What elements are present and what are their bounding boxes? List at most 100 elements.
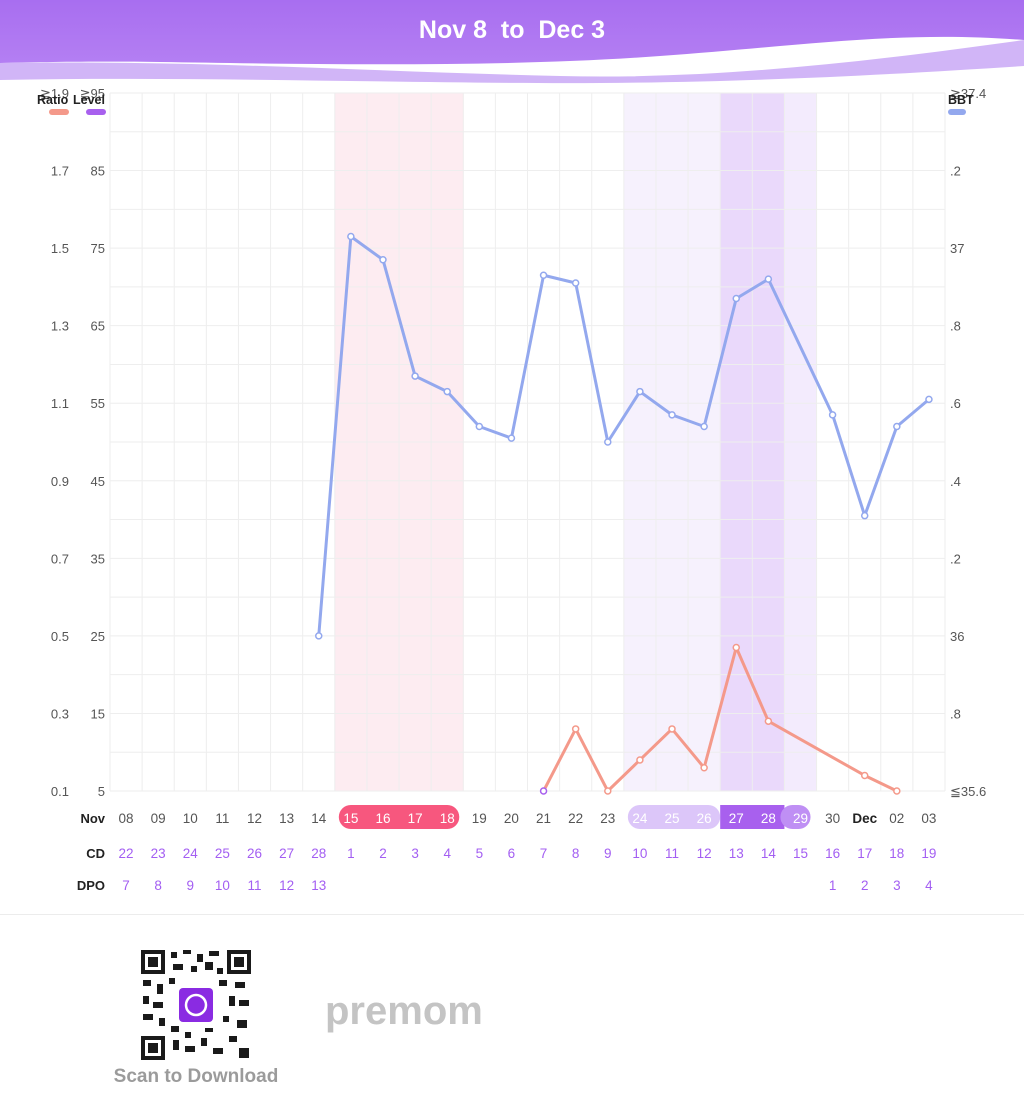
bbt-point[interactable] [443,387,451,396]
ratio-tick-label: 0.9 [51,474,69,489]
date-label: 13 [279,811,294,826]
peak-pill [720,805,785,829]
bbt-point[interactable] [604,438,612,446]
date-label: 12 [247,811,262,826]
date-label: 18 [440,811,455,826]
bbt-tick-label: ≦35.6 [950,784,986,799]
level-tick-label: 15 [91,706,105,721]
ratio-tick-label: 1.7 [51,164,69,179]
ratio-tick-label: 0.5 [51,629,69,644]
bbt-point[interactable] [893,422,901,431]
premom-logo: premom [325,989,483,1033]
dpo-label: 1 [829,878,837,893]
date-label: 08 [119,811,134,826]
ratio-tick-label: 1.3 [51,319,69,334]
dpo-label: 13 [311,878,326,893]
level-tick-label: 35 [91,551,105,566]
ratio-point[interactable] [860,771,869,780]
period-pill [338,805,460,829]
cd-label: 8 [572,846,580,861]
date-label: 26 [697,811,712,826]
header-wave-background [0,0,1024,84]
ratio-point[interactable] [764,717,773,725]
date-label: 20 [504,811,519,826]
level-tick-label: 25 [91,629,105,644]
date-label: 24 [632,811,648,826]
cd-label: 9 [604,846,612,861]
level-tick-label: 5 [98,784,105,799]
bbt-point[interactable] [925,395,933,404]
qr-code-image[interactable] [139,948,253,1062]
cd-label: 19 [921,846,936,861]
cd-label: 5 [476,846,484,861]
fertile-pill [627,805,721,829]
ratio-tick-label: 1.1 [51,396,69,411]
ratio-point[interactable] [732,643,740,652]
ratio-point[interactable] [893,787,901,795]
ratio-point[interactable] [668,725,676,733]
cd-label: 1 [347,846,355,861]
bbt-tick-label: .8 [950,319,961,334]
cd-label: 4 [443,846,451,861]
date-label: 21 [536,811,551,826]
bbt-point[interactable] [347,232,355,241]
cd-label: 22 [119,846,134,861]
ratio-point[interactable] [604,787,612,795]
level-tick-label: ≧95 [80,86,105,101]
date-label: 09 [151,811,166,826]
date-label: 16 [375,811,390,826]
bbt-point[interactable] [571,279,580,287]
date-label: 10 [183,811,198,826]
ratio-point[interactable] [571,725,580,733]
date-label: 23 [600,811,615,826]
bbt-point[interactable] [539,271,548,280]
date-label: 14 [311,811,327,826]
date-label: 15 [343,811,358,826]
date-label: 29 [793,811,808,826]
dpo-label: 12 [279,878,294,893]
bbt-tick-label: 37 [950,241,964,256]
level-tick-label: 55 [91,396,105,411]
cd-label: 24 [183,846,199,861]
cd-label: 12 [697,846,712,861]
dpo-label: 3 [893,878,901,893]
date-label: 11 [215,811,229,826]
bbt-point[interactable] [507,434,516,442]
bbt-point[interactable] [315,632,323,640]
high-pill [780,805,811,829]
cd-label: 28 [311,846,326,861]
ratio-point[interactable] [636,756,644,764]
date-label: 02 [889,811,904,826]
bbt-point[interactable] [668,411,676,419]
bbt-point[interactable] [732,294,740,303]
ratio-point[interactable] [700,763,708,772]
dpo-label: 11 [248,878,262,893]
level-tick-label: 45 [91,474,105,489]
ratio-point[interactable] [539,787,548,795]
cd-label: 23 [151,846,166,861]
cd-row-label: CD [86,846,105,861]
dpo-label: 7 [122,878,130,893]
bbt-legend-swatch [948,109,966,115]
ratio-legend-swatch [49,109,69,115]
ratio-tick-label: 1.5 [51,241,69,256]
scan-to-download-label: Scan to Download [113,1066,279,1087]
dpo-label: 9 [187,878,195,893]
cd-label: 7 [540,846,548,861]
bbt-tick-label: .2 [950,164,961,179]
bbt-point[interactable] [379,255,387,264]
ratio-tick-label: 0.1 [51,784,69,799]
date-label: Dec [852,811,877,826]
bbt-point[interactable] [764,275,773,283]
bbt-tick-label: 36 [950,629,964,644]
ratio-line [542,646,898,793]
bbt-point[interactable] [411,372,419,380]
bbt-point[interactable] [636,387,644,396]
cd-label: 13 [729,846,744,861]
ratio-tick-label: 0.7 [51,551,69,566]
page-title: Nov 8 to Dec 3 [418,16,606,44]
bbt-point[interactable] [860,511,869,520]
bbt-point[interactable] [700,422,708,431]
bbt-point[interactable] [475,422,484,431]
bbt-point[interactable] [828,411,837,419]
